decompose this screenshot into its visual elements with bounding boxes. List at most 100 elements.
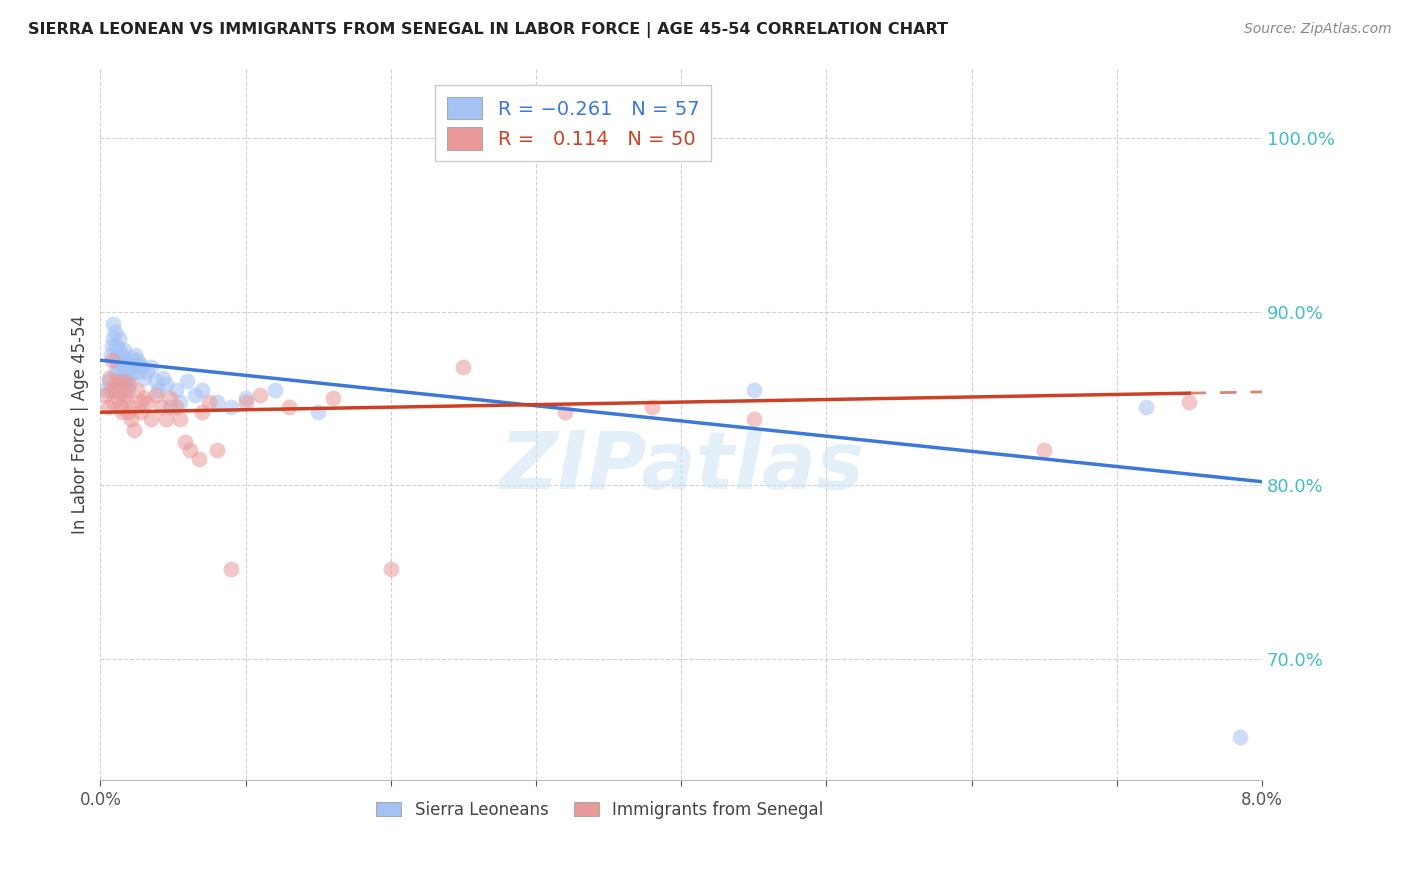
Text: SIERRA LEONEAN VS IMMIGRANTS FROM SENEGAL IN LABOR FORCE | AGE 45-54 CORRELATION: SIERRA LEONEAN VS IMMIGRANTS FROM SENEGA…	[28, 22, 948, 38]
Point	[112, 365, 135, 379]
Point	[205, 394, 228, 409]
Point	[249, 388, 271, 402]
Point	[105, 374, 128, 388]
Point	[93, 388, 115, 402]
Point	[132, 392, 155, 406]
Point	[96, 383, 118, 397]
Point	[641, 400, 664, 414]
Point	[169, 412, 191, 426]
Point	[101, 339, 124, 353]
Point	[108, 377, 131, 392]
Point	[118, 377, 141, 392]
Point	[105, 339, 128, 353]
Point	[128, 357, 150, 371]
Point	[165, 400, 187, 414]
Point	[107, 360, 129, 375]
Point	[159, 392, 181, 406]
Point	[114, 353, 136, 368]
Point	[159, 400, 181, 414]
Point	[115, 374, 138, 388]
Point	[152, 370, 174, 384]
Point	[129, 405, 152, 419]
Point	[110, 383, 132, 397]
Point	[554, 405, 576, 419]
Point	[145, 374, 167, 388]
Point	[322, 392, 344, 406]
Point	[191, 405, 214, 419]
Point	[128, 394, 150, 409]
Legend: Sierra Leoneans, Immigrants from Senegal: Sierra Leoneans, Immigrants from Senegal	[370, 794, 830, 825]
Point	[97, 400, 120, 414]
Point	[112, 343, 135, 357]
Point	[108, 330, 131, 344]
Point	[104, 365, 127, 379]
Point	[150, 400, 173, 414]
Point	[114, 377, 136, 392]
Point	[100, 383, 122, 397]
Point	[742, 412, 765, 426]
Text: ZIPatlas: ZIPatlas	[499, 428, 863, 506]
Point	[112, 374, 135, 388]
Point	[173, 434, 195, 449]
Point	[742, 383, 765, 397]
Point	[120, 412, 142, 426]
Point	[114, 388, 136, 402]
Point	[118, 357, 141, 371]
Point	[117, 405, 139, 419]
Point	[198, 394, 221, 409]
Point	[115, 392, 138, 406]
Point	[1033, 443, 1056, 458]
Point	[125, 383, 148, 397]
Point	[141, 360, 163, 375]
Point	[111, 370, 134, 384]
Point	[135, 365, 157, 379]
Point	[380, 561, 402, 575]
Point	[135, 394, 157, 409]
Point	[117, 365, 139, 379]
Point	[155, 412, 177, 426]
Point	[132, 370, 155, 384]
Point	[188, 452, 211, 467]
Point	[122, 423, 145, 437]
Point	[110, 400, 132, 414]
Point	[278, 400, 301, 414]
Point	[105, 353, 128, 368]
Text: Source: ZipAtlas.com: Source: ZipAtlas.com	[1244, 22, 1392, 37]
Point	[235, 394, 257, 409]
Point	[179, 443, 201, 458]
Point	[307, 405, 329, 419]
Point	[108, 343, 131, 357]
Y-axis label: In Labor Force | Age 45-54: In Labor Force | Age 45-54	[72, 315, 89, 534]
Point	[1178, 394, 1201, 409]
Point	[145, 388, 167, 402]
Point	[183, 388, 205, 402]
Point	[124, 348, 146, 362]
Point	[219, 561, 242, 575]
Point	[263, 383, 285, 397]
Point	[101, 353, 124, 368]
Point	[165, 383, 187, 397]
Point	[148, 383, 170, 397]
Point	[118, 370, 141, 384]
Point	[121, 400, 143, 414]
Point	[122, 360, 145, 375]
Point	[103, 394, 125, 409]
Point	[169, 394, 191, 409]
Point	[1135, 400, 1157, 414]
Point	[1229, 730, 1251, 744]
Point	[127, 365, 149, 379]
Point	[129, 360, 152, 375]
Point	[104, 326, 127, 340]
Point	[155, 377, 177, 392]
Point	[103, 330, 125, 344]
Point	[111, 405, 134, 419]
Point	[141, 412, 163, 426]
Point	[110, 357, 132, 371]
Point	[176, 374, 198, 388]
Point	[117, 383, 139, 397]
Point	[103, 317, 125, 331]
Point	[104, 383, 127, 397]
Point	[98, 374, 121, 388]
Point	[100, 348, 122, 362]
Point	[98, 370, 121, 384]
